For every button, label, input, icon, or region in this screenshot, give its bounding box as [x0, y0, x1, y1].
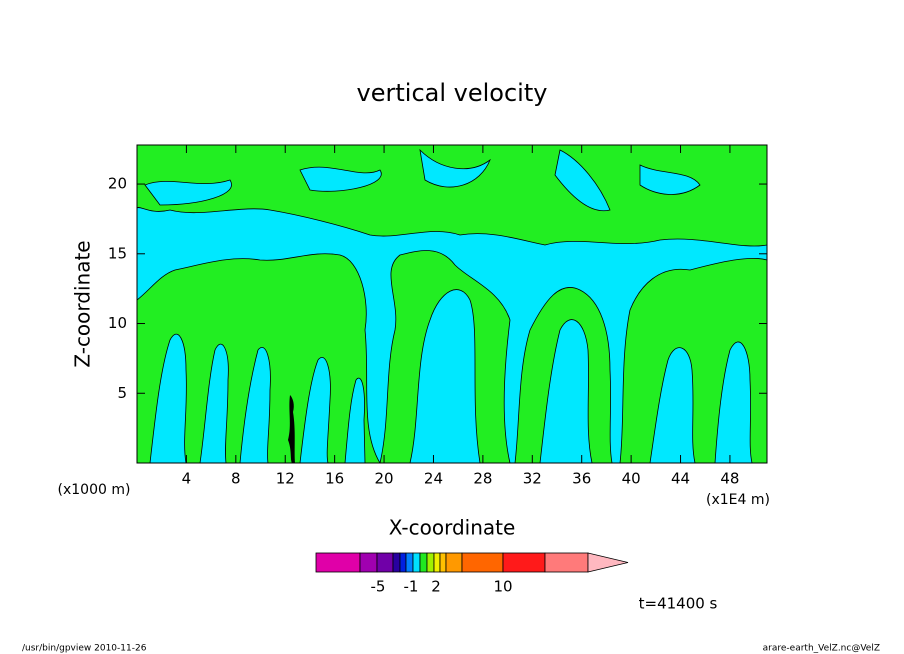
- x-tick-label: 24: [424, 470, 443, 488]
- y-tick-label: 5: [117, 384, 127, 402]
- x-tick-label: 4: [182, 470, 192, 488]
- colorbar-segment: [359, 552, 378, 573]
- colorbar-segment: [399, 552, 407, 573]
- footer-left: /usr/bin/gpview 2010-11-26: [22, 644, 147, 654]
- y-tick-label: 10: [108, 314, 127, 332]
- field-region: [649, 341, 753, 464]
- colorbar-segment: [392, 552, 401, 573]
- colorbar-segment: [544, 552, 589, 573]
- y-tick-label: 15: [108, 244, 127, 262]
- colorbar-tick-label: 10: [493, 578, 512, 596]
- field-region: [288, 395, 295, 463]
- field-region: [539, 319, 593, 464]
- colorbar-segment: [445, 552, 463, 573]
- colorbar-segment: [433, 552, 441, 573]
- colorbar-tick-label: 2: [431, 578, 441, 596]
- colorbar-segment: [502, 552, 546, 573]
- x-tick-label: 36: [572, 470, 591, 488]
- field-region: [149, 333, 366, 464]
- chart-title: vertical velocity: [357, 79, 548, 107]
- x-tick-label: 16: [325, 470, 344, 488]
- y-tick-label: 20: [108, 175, 127, 193]
- colorbar-tick-label: -5: [371, 578, 386, 596]
- time-annotation: t=41400 s: [639, 595, 718, 613]
- x-tick-label: 8: [231, 470, 241, 488]
- x-axis-title: X-coordinate: [389, 516, 516, 540]
- colorbar-segment: [419, 552, 428, 573]
- x-unit: (x1000 m): [58, 482, 131, 498]
- colorbar: -5 -1 2 10: [315, 552, 629, 596]
- colorbar-segment: [405, 552, 414, 573]
- plot-frame: [136, 144, 768, 464]
- x-tick-label: 20: [375, 470, 394, 488]
- field-region: [136, 144, 768, 247]
- footer-right: arare-earth_VelZ.nc@VelZ: [763, 644, 880, 654]
- colorbar-tick-label: -1: [404, 578, 419, 596]
- colorbar-segment: [412, 552, 421, 573]
- colorbar-segment: [461, 552, 504, 573]
- field-region: [144, 148, 701, 212]
- x-tick-label: 28: [473, 470, 492, 488]
- contour-field: [136, 144, 768, 464]
- x-tick-label: 12: [276, 470, 295, 488]
- color-unit: (x1E4 m): [706, 492, 770, 508]
- colorbar-segment: [426, 552, 435, 573]
- field-region: [409, 289, 481, 464]
- y-axis-title: Z-coordinate: [71, 240, 95, 367]
- x-tick-label: 32: [523, 470, 542, 488]
- x-tick-label: 48: [720, 470, 739, 488]
- x-tick-label: 40: [622, 470, 641, 488]
- colorbar-arrow: [587, 552, 629, 573]
- colorbar-segment: [439, 552, 447, 573]
- colorbar-segment: [315, 552, 361, 573]
- colorbar-segment: [376, 552, 394, 573]
- x-tick-label: 44: [671, 470, 690, 488]
